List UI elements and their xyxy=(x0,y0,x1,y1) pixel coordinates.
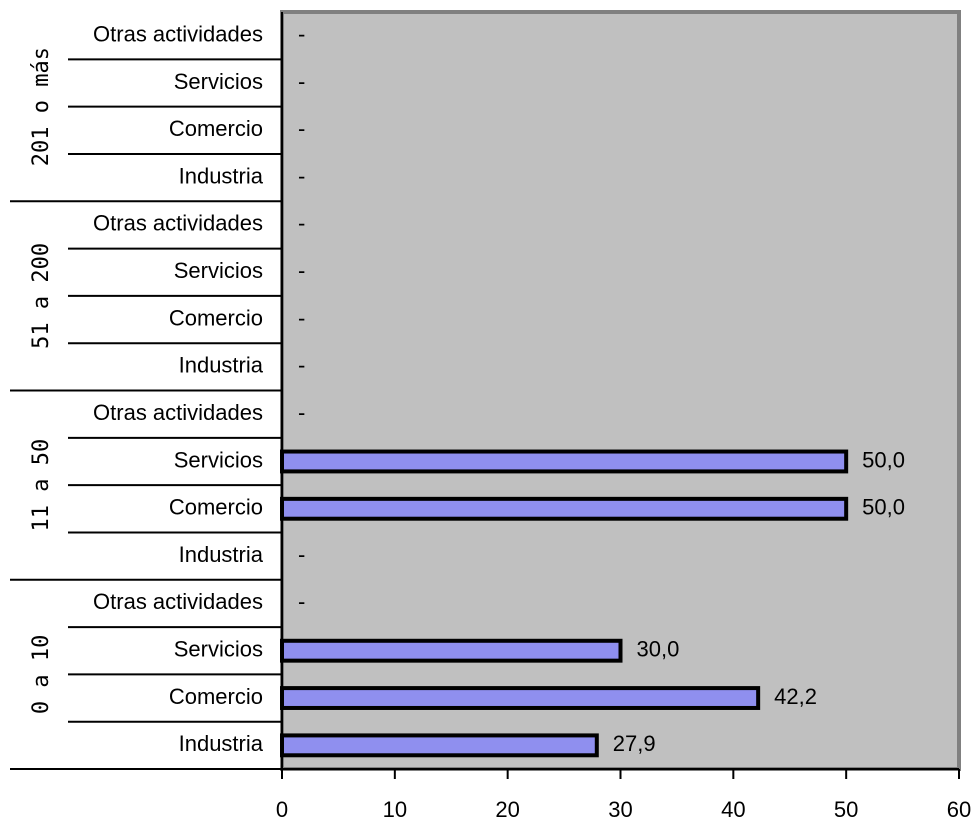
category-label: Comercio xyxy=(169,305,263,330)
data-label-empty: - xyxy=(298,542,305,567)
data-label: 30,0 xyxy=(637,637,680,662)
data-label: 42,2 xyxy=(774,684,817,709)
category-label: Otras actividades xyxy=(93,400,263,425)
bars: - - - - - - - - - 50,0 50,0 - - 30,0 42,2 27,9 xyxy=(280,21,905,758)
category-axis: 201 o más Otras actividades Servicios Comer… xyxy=(10,12,283,770)
category-label: Servicios xyxy=(174,258,263,283)
category-label: Industria xyxy=(179,542,264,567)
category-label: Industria xyxy=(179,731,264,756)
x-tick-label: 40 xyxy=(721,797,745,822)
category-label: Industria xyxy=(179,353,264,378)
data-label-empty: - xyxy=(298,116,305,141)
category-label: Servicios xyxy=(174,447,263,472)
x-tick-label: 10 xyxy=(383,797,407,822)
category-label: Comercio xyxy=(169,116,263,141)
x-tick-label: 60 xyxy=(947,797,971,822)
data-label-empty: - xyxy=(298,258,305,283)
x-tick-label: 50 xyxy=(834,797,858,822)
data-label-empty: - xyxy=(298,589,305,614)
x-tick-label: 0 xyxy=(276,797,288,822)
data-label-empty: - xyxy=(298,163,305,188)
bar xyxy=(280,686,761,710)
value-axis: 0 10 20 30 40 50 60 xyxy=(276,768,971,822)
data-label: 50,0 xyxy=(862,495,905,520)
x-tick-label: 20 xyxy=(495,797,519,822)
category-label: Otras actividades xyxy=(93,589,263,614)
data-label: 27,9 xyxy=(613,731,656,756)
group-label: 0 a 10 xyxy=(29,635,54,714)
category-label: Comercio xyxy=(169,495,263,520)
category-label: Industria xyxy=(179,163,264,188)
group-label: 201 o más xyxy=(29,47,54,166)
data-label-empty: - xyxy=(298,21,305,46)
data-label-empty: - xyxy=(298,353,305,378)
bar xyxy=(280,733,599,758)
data-label: 50,0 xyxy=(862,447,905,472)
category-label: Servicios xyxy=(174,637,263,662)
category-label: Servicios xyxy=(174,69,263,94)
data-label-empty: - xyxy=(298,400,305,425)
bar xyxy=(280,638,623,663)
data-label-empty: - xyxy=(298,305,305,330)
category-label: Comercio xyxy=(169,684,263,709)
bar xyxy=(280,449,849,474)
x-tick-label: 30 xyxy=(608,797,632,822)
data-label-empty: - xyxy=(298,69,305,94)
group-label: 11 a 50 xyxy=(29,439,54,532)
group-label: 51 a 200 xyxy=(29,243,54,349)
category-label: Otras actividades xyxy=(93,21,263,46)
category-label: Otras actividades xyxy=(93,211,263,236)
data-label-empty: - xyxy=(298,211,305,236)
bar xyxy=(280,496,849,521)
